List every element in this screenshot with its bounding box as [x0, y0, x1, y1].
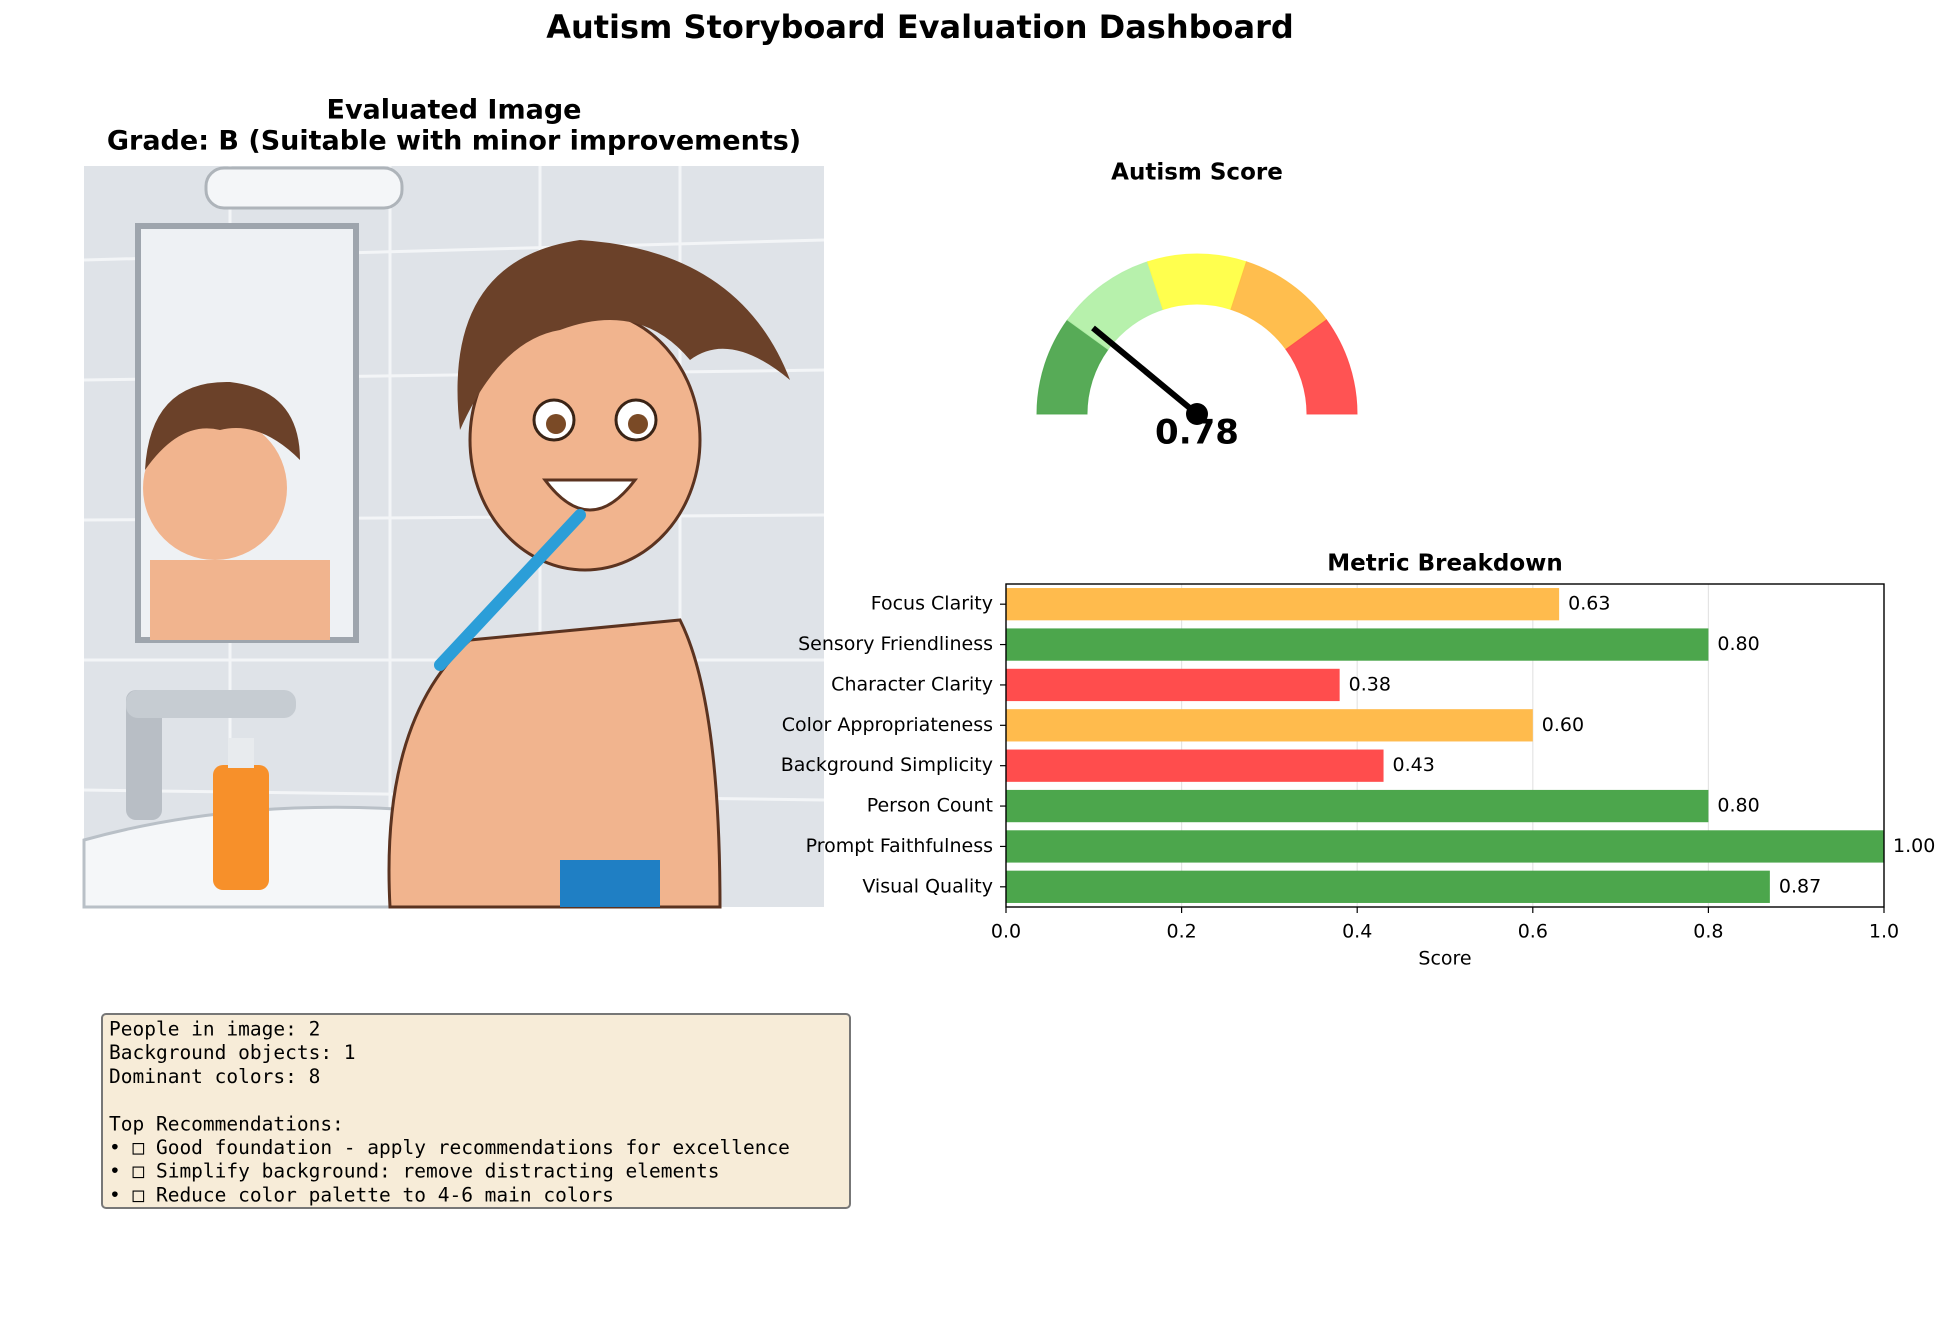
- soap-bottle: [213, 765, 269, 890]
- reflection-body: [150, 560, 330, 640]
- info-line: • □ Simplify background: remove distract…: [109, 1160, 719, 1183]
- boy-pupil: [628, 414, 648, 434]
- bar: [1006, 870, 1770, 903]
- value-label: 1.00: [1893, 835, 1935, 857]
- page-title: Autism Storyboard Evaluation Dashboard: [546, 8, 1294, 46]
- plot-frame: [1005, 583, 1885, 908]
- y-tick-label: Background Simplicity: [781, 754, 993, 776]
- value-label: 0.80: [1717, 795, 1759, 817]
- gauge-value: 0.78: [1155, 413, 1239, 453]
- gauge-band: [1146, 253, 1248, 311]
- bar: [1006, 709, 1533, 742]
- gauge-title: Autism Score: [1111, 160, 1283, 186]
- info-line: Dominant colors: 8: [109, 1065, 320, 1088]
- image-grade: Grade: B (Suitable with minor improvemen…: [107, 126, 801, 157]
- info-line: Top Recommendations:: [109, 1112, 344, 1135]
- bar-title: Metric Breakdown: [1327, 551, 1563, 577]
- lamp: [204, 166, 404, 210]
- value-label: 0.60: [1542, 714, 1584, 736]
- soap-pump: [228, 738, 254, 768]
- boy-smile: [541, 478, 639, 512]
- info-line: People in image: 2: [109, 1018, 320, 1041]
- gauge-hub: [1186, 403, 1208, 425]
- y-tick-label: Character Clarity: [831, 673, 993, 695]
- evaluated-image: [82, 166, 825, 909]
- faucet-spout: [126, 690, 296, 718]
- x-tick-label: 0.8: [1693, 921, 1723, 943]
- bar: [1006, 628, 1709, 661]
- y-tick-label: Focus Clarity: [871, 593, 993, 615]
- boy-hair: [457, 240, 790, 430]
- value-label: 0.43: [1393, 754, 1435, 776]
- y-tick-label: Color Appropriateness: [782, 714, 993, 736]
- x-tick-label: 0.0: [991, 921, 1021, 943]
- gauge-band: [1285, 319, 1358, 415]
- info-box: [101, 1013, 851, 1209]
- reflection-face: [143, 416, 287, 560]
- value-label: 0.87: [1779, 875, 1821, 897]
- bar: [1006, 830, 1884, 863]
- x-tick-label: 1.0: [1869, 921, 1899, 943]
- image-title: Evaluated Image: [327, 95, 582, 126]
- value-label: 0.63: [1568, 593, 1610, 615]
- x-tick-label: 0.4: [1342, 921, 1372, 943]
- faucet: [126, 690, 162, 820]
- gauge-needle: [1091, 325, 1199, 417]
- y-tick-label: Sensory Friendliness: [798, 633, 993, 655]
- bar: [1006, 588, 1560, 621]
- bar: [1006, 749, 1384, 782]
- info-line: Background objects: 1: [109, 1041, 356, 1064]
- toothbrush: [434, 509, 586, 671]
- value-label: 0.80: [1717, 633, 1759, 655]
- y-tick-label: Visual Quality: [862, 875, 993, 897]
- boy-body: [387, 618, 722, 909]
- info-line: • □ Good foundation - apply recommendati…: [109, 1136, 790, 1159]
- reflection-hair: [145, 381, 300, 470]
- bar: [1006, 668, 1340, 702]
- y-tick-label: Person Count: [867, 795, 993, 817]
- bar: [1006, 789, 1709, 823]
- x-tick-label: 0.6: [1518, 921, 1548, 943]
- boy-shorts: [560, 860, 660, 907]
- boy-pupil: [546, 414, 566, 434]
- value-label: 0.38: [1349, 673, 1391, 695]
- x-tick-label: 0.2: [1166, 921, 1196, 943]
- info-line: • □ Reduce color palette to 4-6 main col…: [109, 1183, 614, 1206]
- y-tick-label: Prompt Faithfulness: [806, 835, 993, 857]
- x-axis-label: Score: [1418, 948, 1471, 970]
